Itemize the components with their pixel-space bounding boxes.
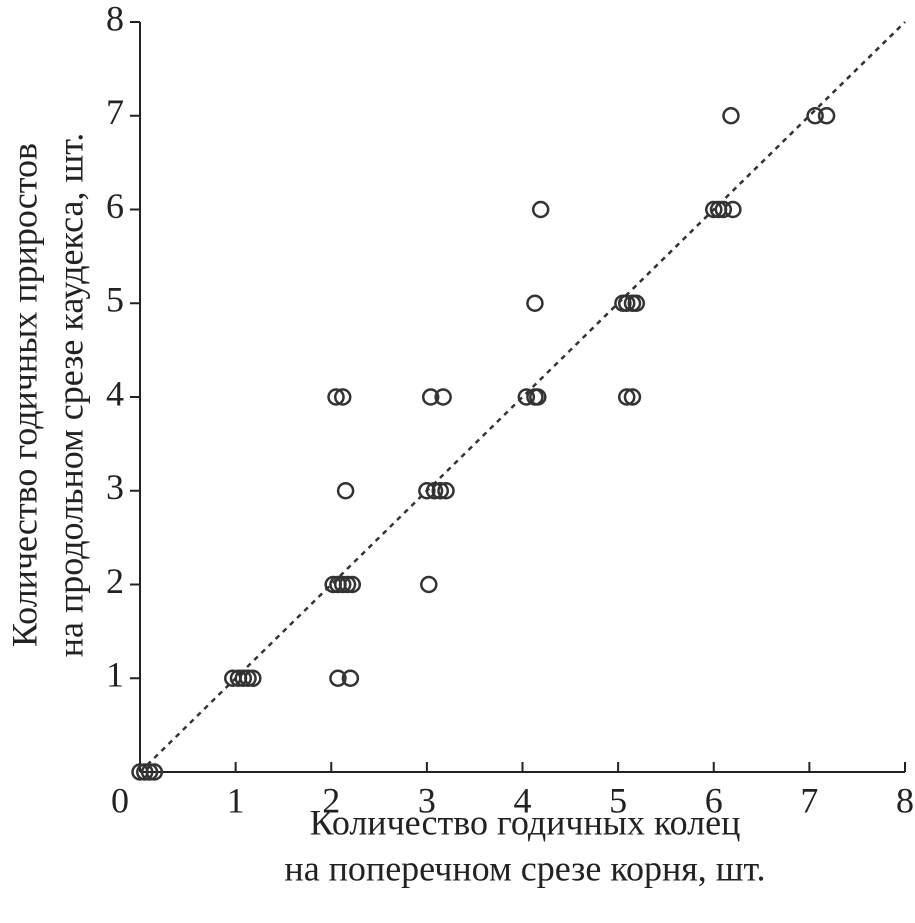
y-axis-label: на продольном срезе каудекса, шт. [50, 133, 90, 658]
y-tick-label: 1 [106, 655, 124, 695]
point [336, 482, 355, 500]
y-tick-label: 6 [106, 186, 124, 226]
point [234, 669, 253, 687]
x-tick-label: 8 [896, 780, 914, 820]
point [338, 575, 357, 594]
point [329, 669, 347, 687]
point [431, 482, 450, 500]
point [627, 294, 646, 312]
point [617, 294, 636, 312]
point [722, 107, 740, 125]
point [145, 763, 164, 781]
point [327, 388, 345, 406]
point [714, 200, 733, 219]
y-axis-label: Количество годичных приростов [4, 143, 44, 647]
point [333, 575, 352, 594]
point [420, 575, 438, 594]
identity-line [139, 21, 906, 773]
point [517, 388, 536, 406]
point [239, 669, 257, 687]
y-tick-label: 3 [106, 467, 124, 507]
x-tick-label: 1 [227, 780, 245, 820]
point [817, 107, 836, 125]
y-tick-label: 5 [106, 280, 124, 320]
x-axis-label: на поперечном срезе корня, шт. [284, 848, 765, 888]
point [531, 200, 550, 219]
point [526, 294, 544, 312]
point [617, 388, 636, 406]
x-tick-label: 3 [418, 780, 436, 820]
point [421, 388, 440, 406]
point [806, 107, 824, 125]
x-tick-label: 6 [705, 780, 723, 820]
x-axis-label: Количество годичных колец [310, 802, 741, 842]
y-tick-label: 4 [106, 373, 124, 413]
point [343, 575, 362, 594]
point [724, 200, 742, 219]
point [623, 388, 642, 406]
point [434, 388, 452, 406]
point [333, 388, 352, 406]
point [140, 763, 159, 781]
y-tick-label: 8 [106, 0, 124, 38]
x-tick-label: 2 [322, 780, 340, 820]
x-tick-label: 0 [111, 780, 129, 820]
x-tick-label: 5 [609, 780, 627, 820]
point [705, 200, 723, 219]
point [244, 669, 262, 687]
point [437, 482, 455, 500]
point [136, 763, 154, 781]
point [425, 482, 444, 500]
x-tick-label: 7 [800, 780, 818, 820]
y-tick-label: 7 [106, 92, 124, 132]
y-tick-label: 2 [106, 561, 124, 601]
point [341, 669, 360, 687]
point [529, 388, 547, 406]
point [418, 482, 436, 500]
x-tick-label: 4 [514, 780, 532, 820]
